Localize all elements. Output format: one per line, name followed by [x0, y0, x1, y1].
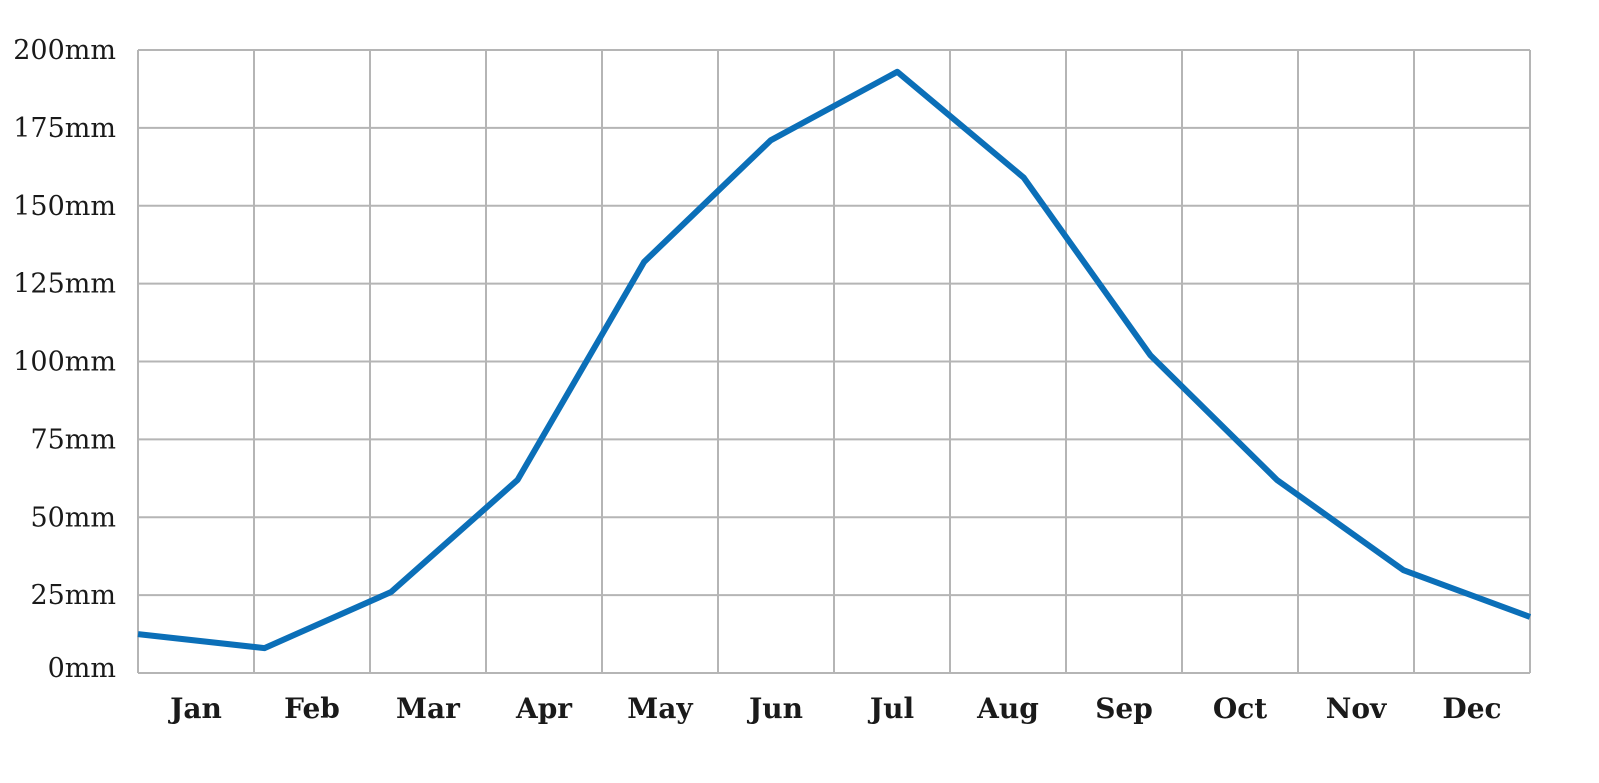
x-tick-label: May — [627, 692, 693, 725]
grid — [137, 49, 1531, 674]
x-tick-label: Nov — [1326, 692, 1387, 725]
series-layer — [137, 68, 1532, 652]
x-tick-label: Jul — [867, 692, 914, 725]
y-tick-label: 25mm — [30, 580, 116, 611]
x-axis-ticks: Jan Feb Mar Apr May Jun Jul Aug Sep Oct Nov Dec — [167, 692, 1501, 725]
y-tick-label: 150mm — [13, 191, 116, 222]
x-tick-label: Apr — [515, 692, 573, 725]
y-tick-label: 0mm — [48, 653, 116, 684]
x-tick-label: Feb — [284, 692, 340, 725]
x-tick-label: Mar — [396, 692, 461, 725]
x-tick-label: Jun — [746, 692, 803, 725]
x-tick-label: Oct — [1213, 692, 1267, 725]
series-line — [137, 68, 1532, 652]
y-tick-label: 75mm — [30, 424, 116, 455]
y-axis-ticks: 0mm 25mm 50mm 75mm 100mm 125mm 150mm 175mm 200mm — [13, 35, 116, 684]
x-tick-label: Aug — [976, 692, 1039, 725]
y-tick-label: 175mm — [13, 113, 116, 144]
x-tick-label: Dec — [1442, 692, 1501, 725]
y-tick-label: 200mm — [13, 35, 116, 66]
y-tick-label: 100mm — [13, 347, 116, 378]
x-tick-label: Jan — [167, 692, 222, 725]
x-tick-label: Sep — [1095, 692, 1153, 725]
y-tick-label: 125mm — [13, 269, 116, 300]
y-tick-label: 50mm — [30, 502, 116, 533]
